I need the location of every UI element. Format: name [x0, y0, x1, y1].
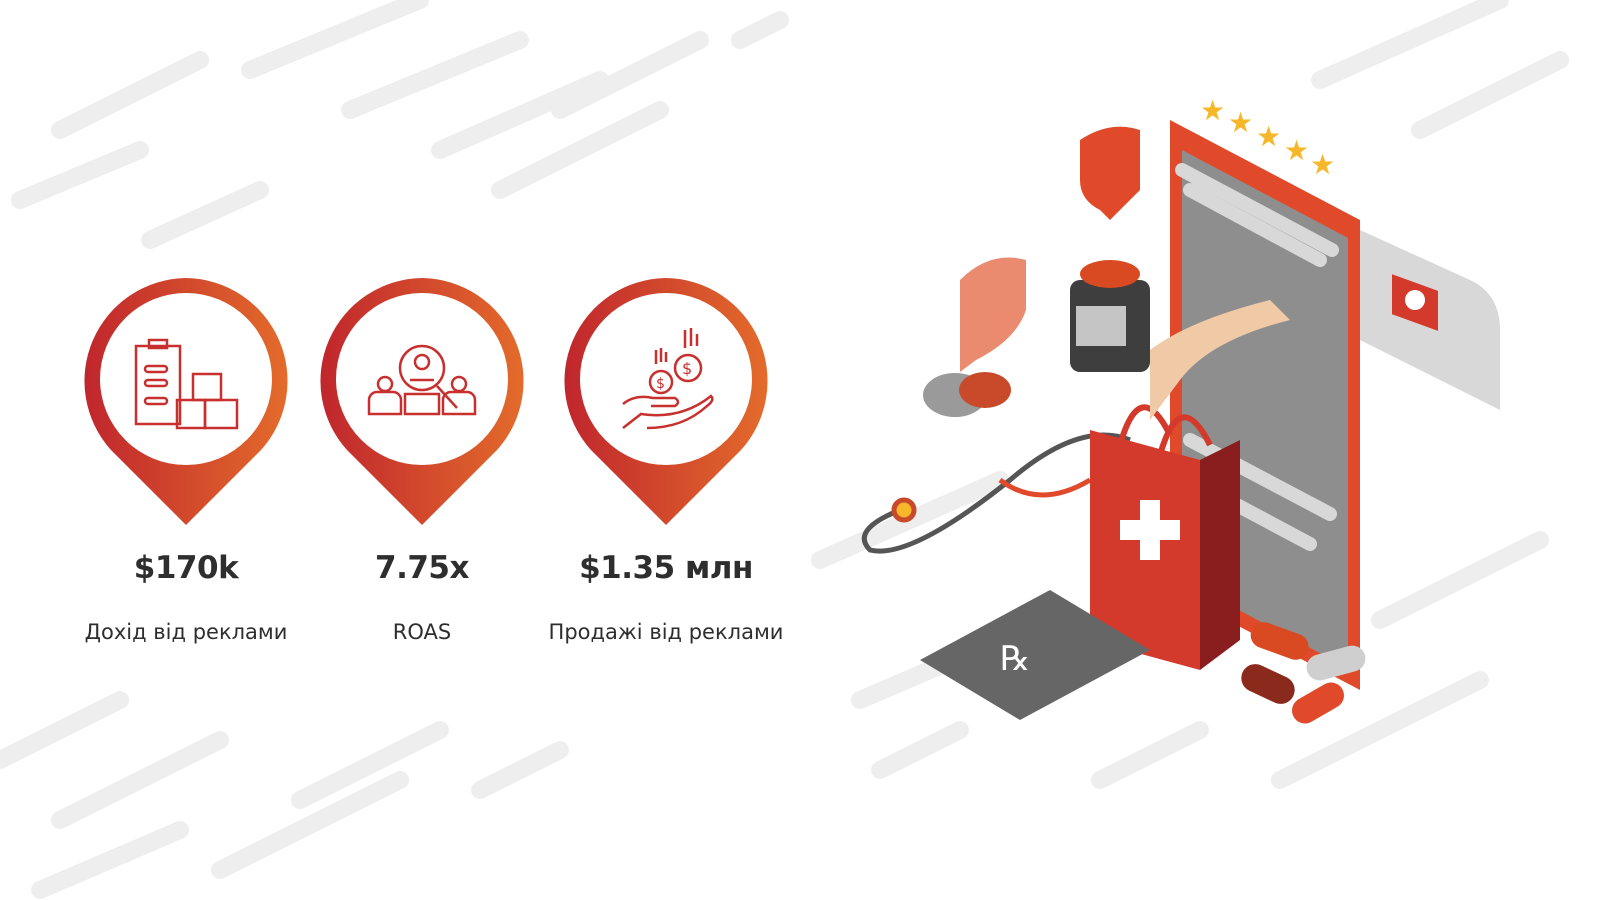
medical-folder-bubble-icon	[1360, 230, 1500, 410]
hand-illustration	[1150, 300, 1290, 420]
background-stripe	[471, 741, 569, 799]
background-stripe	[731, 11, 789, 49]
shopping-bag-icon	[1090, 404, 1240, 670]
svg-text:$: $	[682, 359, 692, 378]
background-stripe	[291, 721, 449, 809]
svg-text:$: $	[656, 376, 665, 392]
stat-ad-revenue: $170k Дохід від реклами	[56, 278, 316, 644]
map-pin-icon	[320, 278, 524, 525]
background-stripe	[141, 181, 269, 249]
stat-ad-sales: $ $ $1.35 млн Продажі від реклами	[536, 278, 796, 644]
capsules-icon	[1241, 622, 1366, 724]
stat-value: $1.35 млн	[579, 550, 753, 586]
background-stripe	[1271, 671, 1489, 789]
prescription-paper-icon: ℞	[920, 590, 1150, 720]
background-stripe	[11, 141, 149, 209]
people-search-icon	[367, 344, 477, 416]
background-stripe	[31, 821, 189, 899]
svg-text:★: ★	[1256, 120, 1281, 153]
stat-label: Продажі від реклами	[548, 620, 784, 644]
background-stripe	[241, 0, 429, 79]
online-pharmacy-illustration: ★ ★ ★ ★ ★ ℞	[861, 94, 1500, 724]
stethoscope-icon	[861, 432, 1131, 554]
hand-coins-icon: $ $	[622, 328, 714, 430]
background-stripe	[0, 691, 129, 769]
stat-value: $170k	[133, 550, 239, 586]
tablets-icon	[923, 372, 1011, 417]
background-stripe	[51, 731, 229, 829]
stat-value: 7.75x	[375, 550, 469, 586]
background-stripe	[551, 31, 709, 119]
rating-stars-icon: ★ ★ ★ ★ ★	[1200, 94, 1335, 181]
svg-text:★: ★	[1310, 148, 1335, 181]
stat-label: ROAS	[392, 620, 452, 644]
svg-text:★: ★	[1228, 106, 1253, 139]
stat-roas: 7.75x ROAS	[292, 278, 552, 644]
svg-text:★: ★	[1284, 134, 1309, 167]
svg-text:℞: ℞	[1000, 639, 1030, 679]
clipboard-boxes-icon	[134, 338, 239, 430]
background-stripe	[1091, 721, 1209, 789]
pill-bubble-icon	[1080, 126, 1140, 220]
map-pin-icon	[84, 278, 288, 525]
syringe-bubble-icon	[960, 257, 1026, 372]
medicine-jar-icon	[1070, 260, 1150, 372]
background-stripe	[51, 51, 209, 139]
background-stripe	[431, 71, 609, 159]
background-stripe	[1311, 0, 1509, 89]
svg-text:★: ★	[1200, 94, 1225, 127]
background-stripe	[871, 721, 969, 779]
background-stripe	[211, 771, 409, 879]
background-stripe	[341, 31, 529, 119]
background-stripe	[1411, 51, 1569, 139]
map-pin-icon: $ $	[564, 278, 768, 525]
background-stripe	[491, 101, 669, 199]
stat-label: Дохід від реклами	[84, 620, 288, 644]
background-stripe	[1371, 531, 1549, 629]
